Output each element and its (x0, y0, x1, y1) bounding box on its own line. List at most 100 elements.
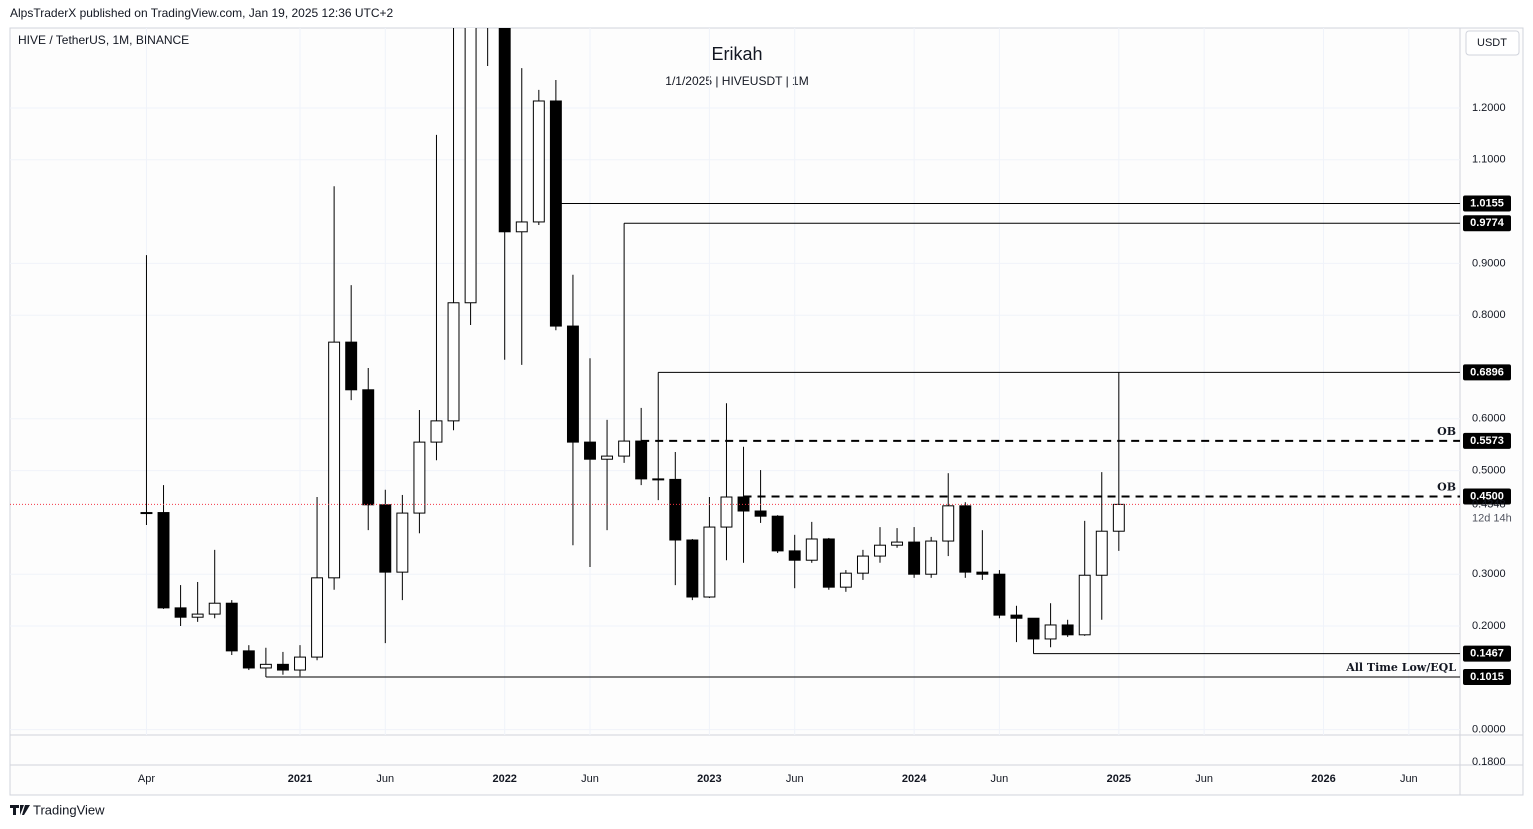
candle-body (549, 100, 562, 327)
candle-body (379, 504, 392, 573)
symbol: HIVE / TetherUS, 1M, BINANCE (18, 33, 189, 47)
candle-body (1061, 624, 1074, 636)
level-label-box (1463, 364, 1511, 381)
candle-body (413, 441, 426, 514)
candle-body (891, 541, 904, 546)
x-tick-label: Jun (991, 773, 1009, 785)
x-tick-label: 2023 (697, 773, 721, 785)
candle-body (908, 541, 921, 575)
candle-body (1010, 614, 1023, 619)
candle-body (993, 573, 1006, 616)
candle-body (566, 325, 579, 443)
level-label-box (1463, 488, 1511, 505)
candle-body (1112, 503, 1125, 532)
level-note: OB (1437, 481, 1456, 494)
candle-body (430, 420, 443, 443)
x-tick-label: Jun (1195, 773, 1213, 785)
candle-body (294, 656, 306, 671)
candle-body (771, 515, 784, 552)
x-tick-label: Apr (138, 773, 155, 785)
candle-body (157, 512, 170, 609)
y-tick-label: 0.9000 (1472, 257, 1506, 269)
candle-body (464, 28, 477, 304)
candle-body (362, 389, 375, 506)
candle-body (720, 496, 733, 528)
candle-body (925, 540, 938, 575)
candle-body (669, 478, 682, 541)
publisher: AlpsTraderX published on TradingView.com… (10, 6, 394, 20)
x-tick-label: 2022 (492, 773, 516, 785)
candle-body (1095, 530, 1108, 576)
countdown: 12d 14h (1472, 512, 1512, 524)
candle-body (1027, 617, 1040, 640)
level-note: OB (1437, 425, 1456, 438)
brand: TradingView (33, 802, 105, 817)
x-tick-label: Jun (581, 773, 599, 785)
candle-body (601, 455, 614, 460)
candle-body (311, 577, 324, 658)
level-label-box (1463, 432, 1511, 449)
last-price-label: 0.4348 (1472, 498, 1506, 510)
x-tick-label: 2025 (1107, 773, 1131, 785)
candle-body (635, 440, 648, 480)
level-label: 0.4500 (1470, 490, 1504, 502)
candle-body (1044, 624, 1057, 640)
candle-body (686, 539, 699, 598)
candle-body (584, 441, 596, 460)
level-note: All Time Low/EQL (1345, 661, 1456, 674)
x-tick-label: Jun (376, 773, 394, 785)
y-tick-label: 1.2000 (1472, 102, 1506, 114)
candle-body (822, 538, 835, 588)
candle-body (976, 571, 989, 575)
y-tick-label: 1.1000 (1472, 154, 1506, 166)
pane-label: 0.1800 (1472, 756, 1506, 768)
level-label: 1.0155 (1470, 197, 1504, 209)
level-label-box (1463, 215, 1511, 232)
candle-body (498, 28, 511, 233)
level-label-box (1463, 669, 1511, 686)
candle-body (328, 341, 341, 579)
y-tick-label: 0.2000 (1472, 620, 1506, 632)
level-label: 0.1015 (1470, 671, 1504, 683)
candle-body (208, 602, 221, 615)
candle-body (140, 512, 153, 515)
candle-body (532, 100, 545, 223)
y-tick-label: 0.3000 (1472, 568, 1506, 580)
candle-body (225, 602, 238, 652)
candle-body (276, 663, 289, 671)
candle-body (396, 512, 409, 573)
candle-body (805, 538, 818, 561)
candle-body (174, 607, 187, 618)
candle-body (345, 341, 358, 391)
chart-title: Erikah (711, 44, 762, 64)
candle-body (259, 663, 272, 669)
y-tick-label: 0.8000 (1472, 309, 1506, 321)
x-tick-label: Jun (1400, 773, 1418, 785)
currency[interactable]: USDT (1477, 37, 1507, 49)
currency-button[interactable] (1465, 30, 1520, 56)
brand-logo (10, 805, 30, 815)
candle-body (618, 440, 631, 457)
candle-body (242, 650, 255, 669)
y-tick-label: 0.0000 (1472, 724, 1506, 736)
candle-body (191, 613, 204, 618)
x-tick-label: Jun (786, 773, 804, 785)
candle-body (942, 505, 955, 542)
y-tick-label: 0.6000 (1472, 413, 1506, 425)
level-label-box (1463, 645, 1511, 662)
candle-body (959, 505, 972, 573)
candle-body (754, 510, 767, 517)
candle-body (515, 221, 528, 233)
candle-body (839, 572, 852, 588)
x-tick-label: 2021 (288, 773, 312, 785)
y-tick-label: 0.5000 (1472, 465, 1506, 477)
candle-body (874, 544, 886, 557)
level-label: 0.6896 (1470, 366, 1504, 378)
candle-body (788, 550, 801, 561)
candle-body (856, 555, 869, 574)
chart-frame (9, 27, 1524, 796)
level-label-box (1463, 195, 1511, 212)
candle-body (447, 302, 460, 422)
